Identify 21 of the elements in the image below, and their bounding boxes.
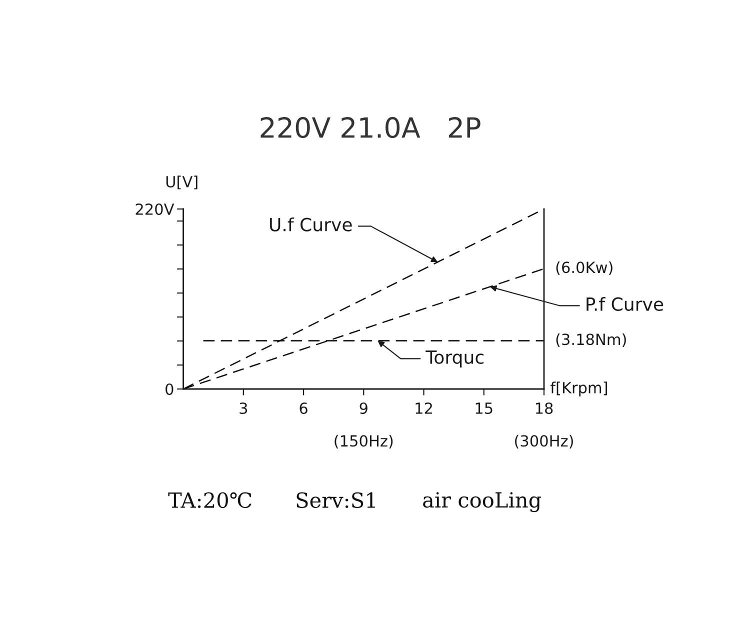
y-axis-title: U[V] (166, 176, 198, 190)
x-axis-title: f[Krpm] (550, 382, 607, 396)
annotation: (3.18Nm) (556, 333, 626, 347)
annotation: Torquc (426, 350, 484, 368)
y-tick-label: 0 (166, 383, 174, 396)
x-tick-label: 6 (300, 402, 308, 414)
text: TA:20℃ (168, 492, 252, 508)
x-tick-label: 18 (536, 402, 553, 414)
y-tick-label: 220V (136, 203, 174, 216)
annotation: P.f Curve (586, 296, 664, 311)
chart-title: 220V 21.0A 2P (260, 117, 480, 138)
text: air cooLing (423, 492, 542, 512)
annotation: U.f Curve (270, 217, 352, 232)
annotation: (6.0Kw) (556, 261, 612, 275)
x-tick-label: 3 (240, 402, 248, 414)
text: Serv:S1 (296, 492, 375, 508)
x-tick-label: 12 (416, 402, 432, 414)
x2-tick-label: (300Hz) (515, 434, 573, 448)
x-tick-label: 15 (476, 402, 492, 414)
x-tick-label: 9 (360, 402, 368, 414)
x2-tick-label: (150Hz) (334, 434, 393, 448)
